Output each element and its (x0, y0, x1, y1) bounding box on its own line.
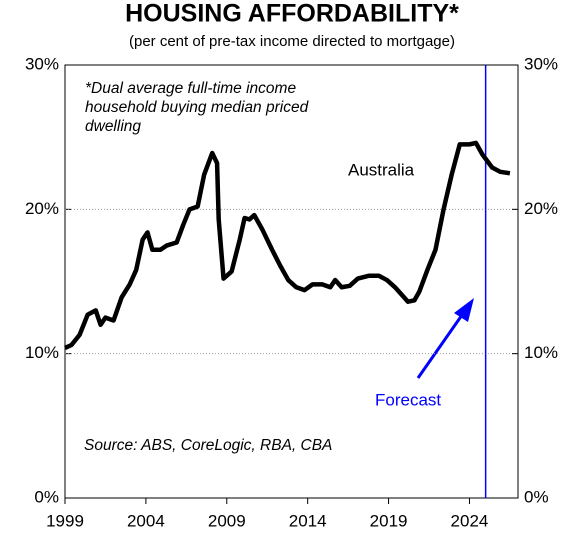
y-tick-label: 30% (25, 54, 59, 73)
x-tick-label: 2009 (208, 511, 246, 530)
plot-frame (64, 64, 519, 499)
note-line: household buying median priced (85, 99, 310, 116)
forecast-label: Forecast (375, 390, 441, 409)
y-tick-label: 20% (25, 199, 59, 218)
source-note: Source: ABS, CoreLogic, RBA, CBA (84, 437, 332, 454)
x-tick-label: 2004 (127, 511, 165, 530)
note-line: *Dual average full-time income (85, 80, 296, 97)
y-tick-label: 10% (25, 343, 59, 362)
y2-tick-label: 20% (524, 199, 558, 218)
note-line: dwelling (85, 118, 141, 135)
series-label: Australia (348, 160, 415, 179)
x-tick-label: 2014 (289, 511, 327, 530)
chart-subtitle: (per cent of pre-tax income directed to … (129, 33, 455, 50)
y2-tick-label: 10% (524, 343, 558, 362)
y2-tick-label: 30% (524, 54, 558, 73)
forecast-arrowhead (454, 298, 474, 322)
x-tick-label: 2019 (370, 511, 408, 530)
x-tick-label: 2024 (451, 511, 489, 530)
y-tick-label: 0% (34, 487, 59, 506)
x-tick-label: 1999 (46, 511, 84, 530)
data-line (64, 140, 511, 350)
chart-title: HOUSING AFFORDABILITY* (125, 0, 459, 28)
y2-tick-label: 0% (524, 487, 549, 506)
forecast-arrow (416, 314, 464, 379)
